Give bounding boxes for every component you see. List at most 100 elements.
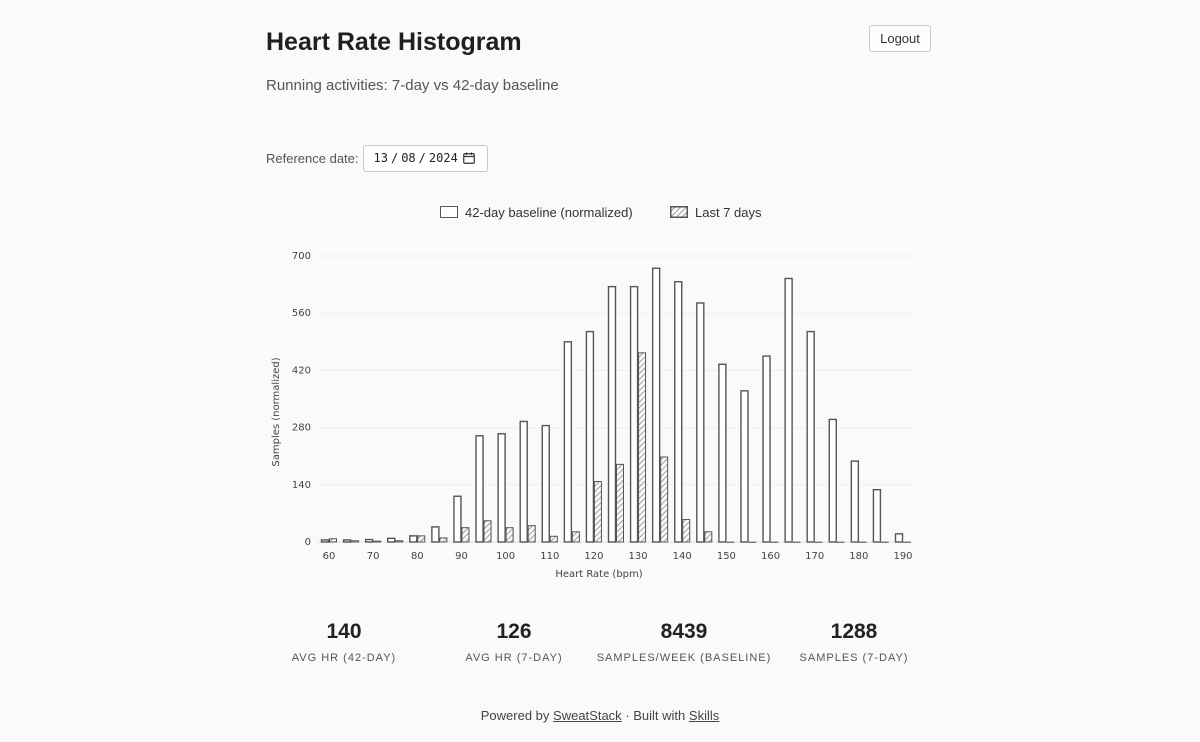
bar-baseline[interactable] [629, 285, 639, 543]
bar-baseline[interactable] [342, 539, 352, 543]
bar-baseline[interactable] [806, 330, 815, 543]
bar-baseline[interactable] [320, 539, 330, 543]
x-tick-label: 190 [893, 551, 912, 562]
legend-item-recent[interactable]: Last 7 days [670, 204, 762, 220]
calendar-icon[interactable] [462, 152, 475, 164]
x-tick-label: 80 [411, 551, 424, 562]
bar-baseline[interactable] [740, 390, 749, 543]
stat-value: 8439 [660, 620, 708, 643]
bar-baseline[interactable] [409, 535, 418, 543]
logout-button[interactable]: Logout [869, 25, 931, 52]
bar-recent[interactable] [439, 537, 448, 543]
bar-baseline[interactable] [651, 267, 661, 543]
x-tick-label: 70 [367, 551, 380, 562]
bar-recent[interactable] [527, 525, 536, 543]
bar-baseline[interactable] [497, 433, 506, 543]
bar-recent[interactable] [859, 541, 867, 543]
stat-value: 140 [326, 620, 362, 643]
x-tick-label: 120 [584, 551, 603, 562]
bar-recent[interactable] [549, 535, 558, 543]
legend-swatch-recent [670, 206, 688, 218]
sweatstack-link[interactable]: SweatStack [553, 708, 622, 723]
date-separator: / [390, 151, 399, 165]
legend-label-baseline: 42-day baseline (normalized) [465, 204, 633, 220]
skills-link[interactable]: Skills [688, 708, 720, 723]
bar-baseline[interactable] [431, 526, 440, 543]
bar-recent[interactable] [373, 540, 382, 543]
bar-baseline[interactable] [674, 281, 683, 543]
bar-baseline[interactable] [541, 424, 550, 543]
footer-built-with: · Built with [625, 708, 686, 723]
bar-baseline[interactable] [475, 435, 484, 543]
legend-item-baseline[interactable]: 42-day baseline (normalized) [440, 204, 633, 220]
y-tick-label: 560 [292, 308, 311, 319]
bar-recent[interactable] [704, 531, 713, 543]
bar-recent[interactable] [748, 541, 757, 543]
x-tick-label: 110 [540, 551, 559, 562]
date-month[interactable]: 08 [401, 151, 416, 165]
x-tick-label: 150 [717, 551, 736, 562]
bar-baseline[interactable] [563, 341, 573, 543]
bar-recent[interactable] [638, 352, 647, 543]
bar-recent[interactable] [461, 527, 470, 543]
bar-recent[interactable] [593, 481, 602, 543]
legend-label-recent: Last 7 days [695, 204, 762, 220]
bar-recent[interactable] [903, 541, 911, 543]
date-year[interactable]: 2024 [428, 151, 458, 165]
bar-recent[interactable] [351, 540, 360, 543]
stat-avg-hr-42: 140 AVG HR (42-DAY) [244, 620, 444, 664]
bar-recent[interactable] [660, 456, 669, 543]
bar-recent[interactable] [571, 531, 580, 543]
bar-recent[interactable] [395, 540, 404, 543]
y-tick-label: 0 [305, 537, 311, 548]
y-tick-label: 420 [292, 365, 311, 376]
x-tick-label: 60 [323, 551, 336, 562]
bar-baseline[interactable] [894, 533, 904, 543]
stat-value: 1288 [830, 620, 878, 643]
page-title: Heart Rate Histogram [266, 28, 522, 56]
stat-label: SAMPLES/WEEK (BASELINE) [596, 652, 772, 664]
bar-recent[interactable] [505, 527, 514, 543]
bar-baseline[interactable] [718, 363, 727, 543]
bar-recent[interactable] [329, 538, 337, 543]
bar-baseline[interactable] [828, 418, 837, 543]
x-tick-label: 180 [849, 551, 868, 562]
reference-date-input[interactable]: 13 / 08 / 2024 [362, 144, 488, 172]
bar-baseline[interactable] [453, 495, 462, 543]
bar-baseline[interactable] [762, 355, 771, 543]
bar-baseline[interactable] [607, 285, 617, 543]
bar-recent[interactable] [881, 541, 889, 543]
bar-recent[interactable] [792, 541, 801, 543]
stat-samples-week: 8439 SAMPLES/WEEK (BASELINE) [584, 620, 784, 664]
page-subtitle: Running activities: 7-day vs 42-day base… [266, 77, 559, 94]
bar-baseline[interactable] [585, 330, 595, 543]
x-tick-label: 130 [629, 551, 648, 562]
bar-recent[interactable] [770, 541, 779, 543]
bar-baseline[interactable] [784, 277, 793, 543]
legend-swatch-baseline [440, 206, 458, 218]
bar-recent[interactable] [726, 541, 735, 543]
bar-baseline[interactable] [387, 537, 396, 543]
bar-recent[interactable] [417, 535, 426, 543]
x-tick-label: 160 [761, 551, 780, 562]
bar-baseline[interactable] [519, 420, 528, 543]
bar-recent[interactable] [616, 463, 624, 543]
bar-baseline[interactable] [696, 302, 705, 543]
bar-baseline[interactable] [872, 489, 882, 543]
date-separator: / [418, 151, 426, 165]
histogram-chart: 0 140 280 420 560 700 60 70 80 90 100 110 120 130 140 1… [271, 251, 913, 580]
date-day[interactable]: 13 [373, 151, 388, 165]
bar-recent[interactable] [836, 541, 845, 543]
x-tick-label: 170 [805, 551, 824, 562]
y-tick-label: 280 [292, 423, 311, 434]
bar-baseline[interactable] [364, 538, 374, 543]
bar-recent[interactable] [814, 541, 823, 543]
stat-avg-hr-7: 126 AVG HR (7-DAY) [414, 620, 614, 664]
bar-baseline[interactable] [850, 460, 860, 543]
footer: Powered by SweatStack · Built with Skill… [0, 708, 1200, 723]
stat-samples-7: 1288 SAMPLES (7-DAY) [754, 620, 954, 664]
x-tick-label: 140 [673, 551, 692, 562]
x-axis-title: Heart Rate (bpm) [555, 569, 642, 580]
bar-recent[interactable] [483, 520, 492, 543]
bar-recent[interactable] [682, 519, 691, 543]
